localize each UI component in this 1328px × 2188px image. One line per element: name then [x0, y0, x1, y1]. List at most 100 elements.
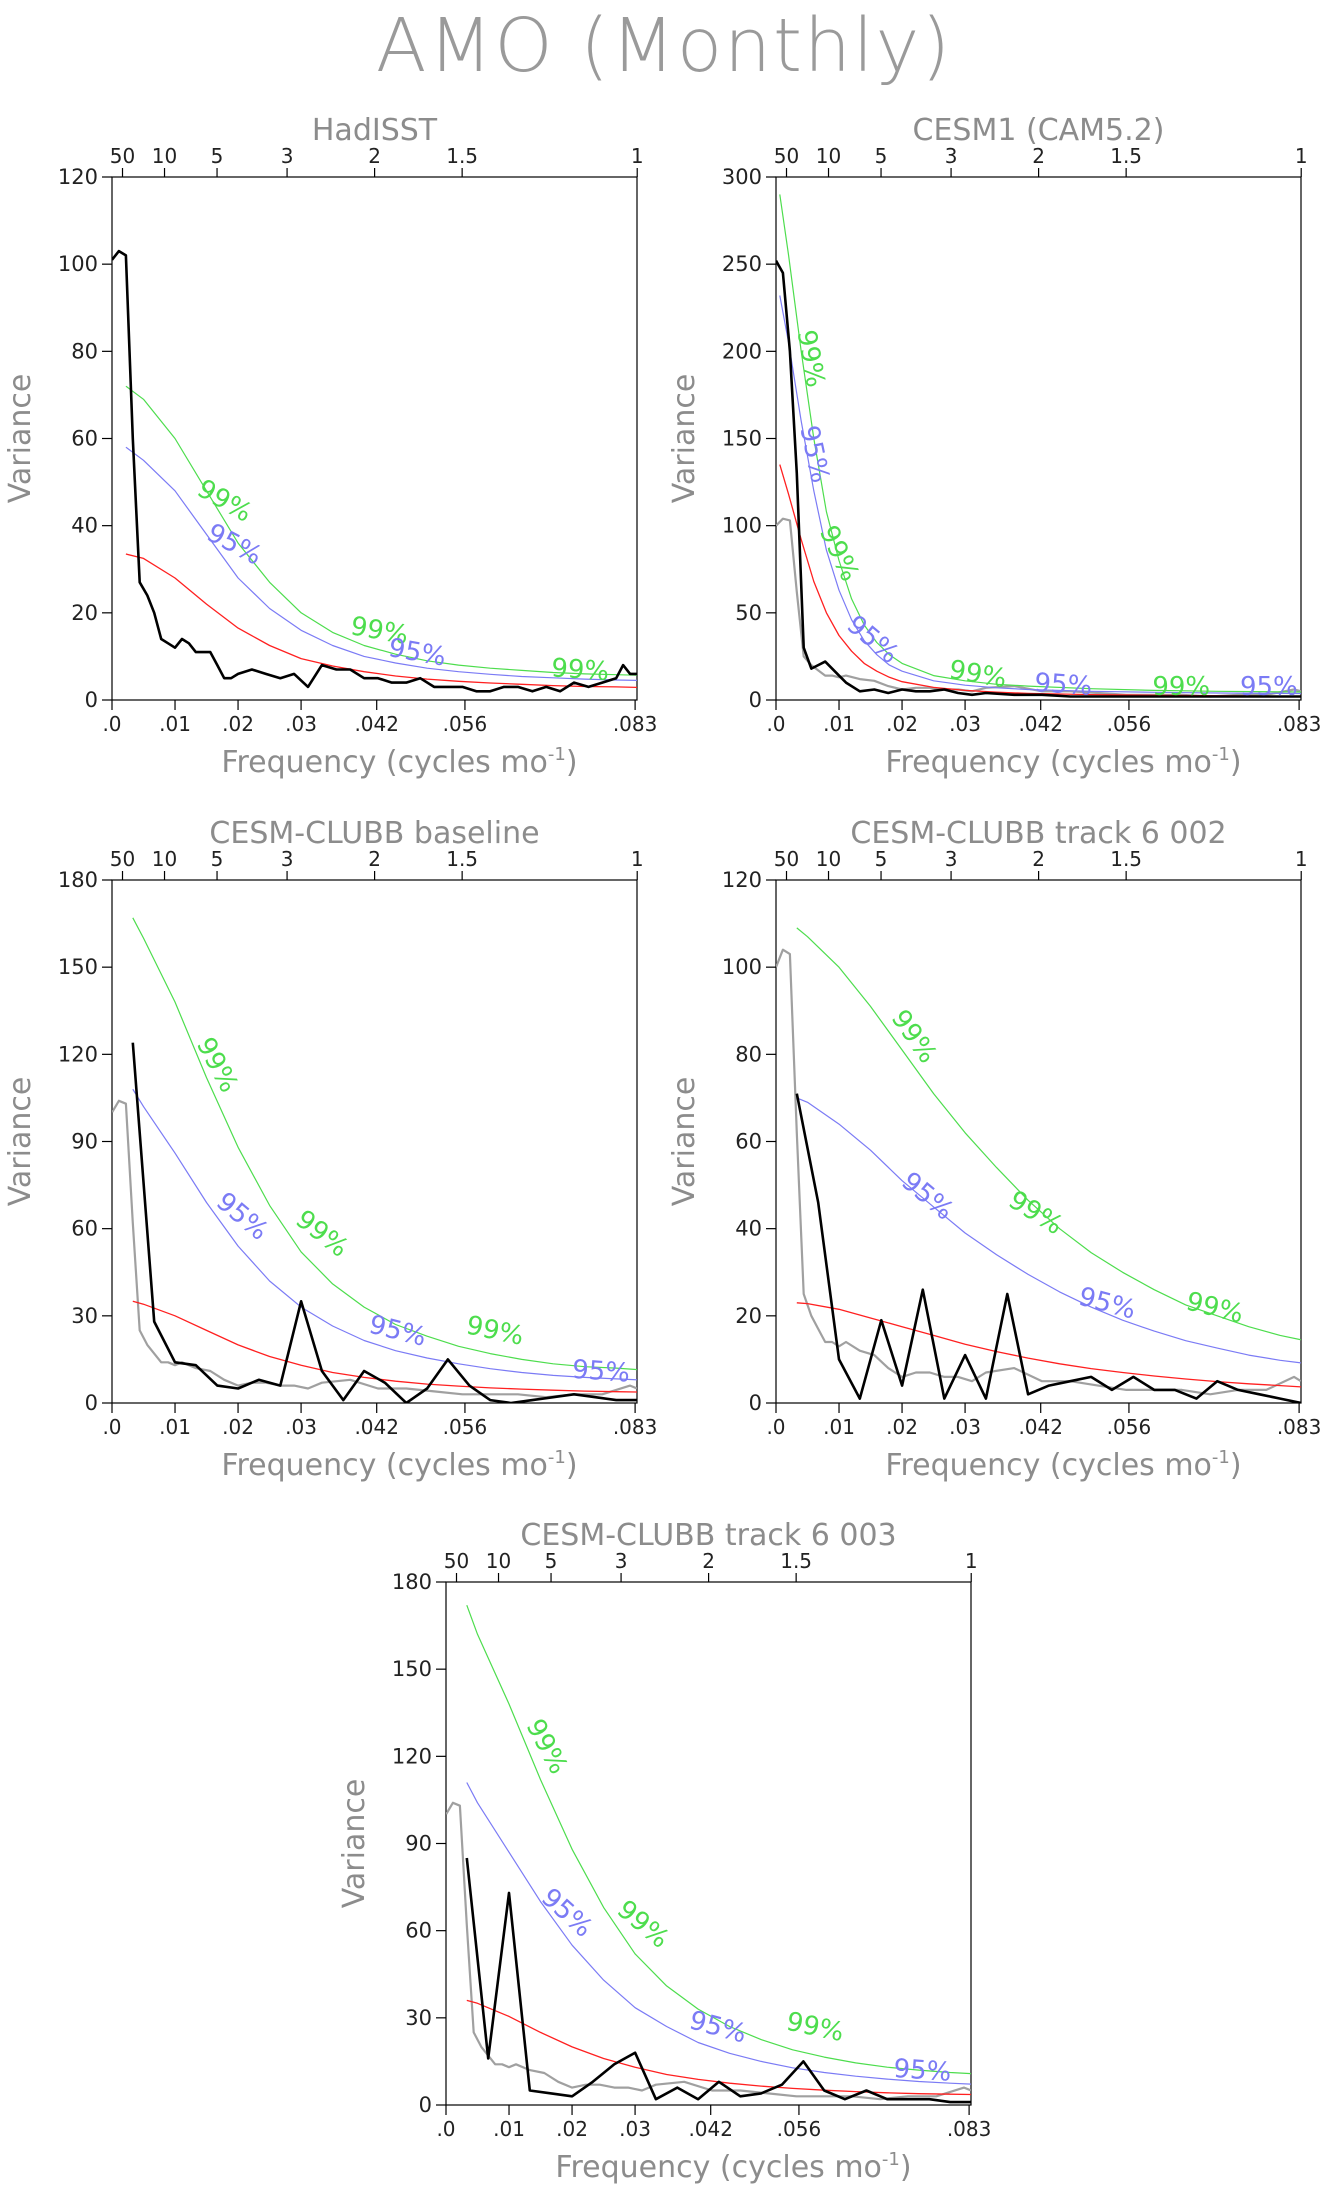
panel-title: CESM-CLUBB track 6 002	[850, 816, 1226, 851]
series-line-ci95	[779, 295, 1301, 695]
x-tick-label: .03	[619, 2117, 651, 2141]
x-tick-label: .02	[556, 2117, 588, 2141]
confidence-label-ci95: 95%	[793, 423, 834, 486]
x-tick-label: .03	[285, 712, 317, 736]
confidence-label-ci99: 99%	[1152, 672, 1210, 702]
confidence-label-ci95: 95%	[896, 1166, 960, 1226]
period-tick-label: 10	[152, 847, 177, 871]
period-tick-label: 5	[211, 144, 224, 168]
x-axis-label-superscript: -1	[548, 744, 566, 765]
y-tick-label: 180	[392, 1570, 432, 1594]
panel-title: HadISST	[312, 113, 438, 148]
confidence-label-ci95: 95%	[202, 518, 267, 572]
period-tick-label: 3	[945, 144, 958, 168]
x-tick-label: .056	[777, 2117, 822, 2141]
y-tick-label: 60	[71, 1217, 98, 1241]
series-line-spectrum	[131, 1042, 637, 1403]
series-line-ci95	[796, 1097, 1301, 1364]
x-tick-label: .083	[1277, 1415, 1322, 1439]
y-tick-label: 180	[58, 868, 98, 892]
x-tick-label: .03	[949, 1415, 981, 1439]
x-tick-label: .083	[613, 1415, 658, 1439]
period-tick-label: 5	[875, 144, 888, 168]
x-tick-label: .083	[947, 2117, 992, 2141]
period-tick-label: 1.5	[1110, 144, 1142, 168]
period-tick-label: 2	[368, 144, 381, 168]
y-axis-label: Variance	[3, 1077, 38, 1207]
period-tick-label: 1.5	[446, 847, 478, 871]
y-tick-label: 300	[722, 165, 762, 189]
x-tick-label: .01	[493, 2117, 525, 2141]
y-tick-label: 100	[722, 514, 762, 538]
x-axis-label: Frequency (cycles mo-1)	[221, 744, 577, 780]
series-line-red-noise	[466, 1999, 971, 2096]
x-tick-label: .02	[222, 1415, 254, 1439]
confidence-label-ci99: 99%	[464, 1311, 527, 1352]
y-axis-label: Variance	[3, 374, 38, 504]
series-line-spectrum	[776, 260, 1301, 698]
x-tick-label: .0	[766, 1415, 785, 1439]
chart-panel-clubb-baseline: CESM-CLUBB baseline0306090120150180.0.01…	[3, 816, 658, 1483]
y-tick-label: 60	[71, 427, 98, 451]
y-tick-label: 40	[735, 1217, 762, 1241]
x-tick-label: .042	[1018, 712, 1063, 736]
x-tick-label: .0	[102, 1415, 121, 1439]
y-tick-label: 150	[722, 427, 762, 451]
y-tick-label: 30	[405, 2006, 432, 2030]
panel-title: CESM-CLUBB baseline	[209, 816, 539, 851]
x-tick-label: .0	[436, 2117, 455, 2141]
y-tick-label: 120	[58, 1042, 98, 1066]
confidence-label-ci95: 95%	[841, 610, 905, 670]
x-axis-label-close: )	[566, 1448, 578, 1483]
confidence-label-ci95: 95%	[1075, 1282, 1139, 1326]
series-line-ci95	[466, 1782, 971, 2085]
x-tick-label: .056	[1107, 1415, 1152, 1439]
confidence-label-ci99: 99%	[190, 1033, 244, 1098]
y-tick-label: 0	[85, 1391, 98, 1415]
x-axis-label-text: Frequency (cycles mo	[555, 2150, 882, 2185]
confidence-label-ci95: 95%	[1240, 672, 1298, 702]
period-tick-label: 10	[816, 144, 841, 168]
x-tick-label: .01	[159, 712, 191, 736]
series-line-reference	[446, 1801, 971, 2101]
confidence-label-ci95: 95%	[893, 2054, 953, 2088]
y-tick-label: 30	[71, 1304, 98, 1328]
y-axis-label: Variance	[337, 1779, 372, 1909]
x-tick-label: .02	[886, 712, 918, 736]
period-tick-label: 1	[965, 1549, 978, 1573]
period-tick-label: 5	[211, 847, 224, 871]
period-tick-label: 2	[702, 1549, 715, 1573]
chart-panel-clubb-track6-003: CESM-CLUBB track 6 0030306090120150180.0…	[337, 1518, 992, 2185]
x-tick-label: .056	[1107, 712, 1152, 736]
x-axis-label-text: Frequency (cycles mo	[221, 1448, 548, 1483]
series-line-ci99	[796, 927, 1301, 1341]
y-tick-label: 120	[722, 868, 762, 892]
period-tick-label: 10	[816, 847, 841, 871]
series-line-ci99	[779, 194, 1301, 693]
series-line-ci99	[125, 385, 637, 676]
x-tick-label: .0	[102, 712, 121, 736]
series-line-spectrum	[465, 1857, 971, 2104]
x-tick-label: .01	[823, 712, 855, 736]
confidence-label-ci99: 99%	[611, 1894, 675, 1954]
period-tick-label: 1	[1295, 144, 1308, 168]
y-tick-label: 200	[722, 339, 762, 363]
period-tick-label: 50	[110, 144, 135, 168]
period-tick-label: 1	[1295, 847, 1308, 871]
x-tick-label: .042	[354, 1415, 399, 1439]
series-line-red-noise	[796, 1302, 1301, 1388]
y-tick-label: 150	[58, 955, 98, 979]
confidence-label-ci99: 99%	[784, 2007, 847, 2048]
confidence-label-ci99: 99%	[791, 328, 831, 390]
y-tick-label: 90	[405, 1832, 432, 1856]
confidence-label-ci99: 99%	[550, 653, 610, 687]
period-tick-label: 5	[545, 1549, 558, 1573]
confidence-label-ci95: 95%	[366, 1310, 429, 1353]
y-tick-label: 20	[735, 1304, 762, 1328]
y-tick-label: 0	[85, 688, 98, 712]
y-tick-label: 60	[405, 1919, 432, 1943]
y-tick-label: 0	[749, 688, 762, 712]
period-tick-label: 5	[875, 847, 888, 871]
series-line-ci95	[132, 1088, 637, 1381]
x-axis-label-superscript: -1	[1212, 1447, 1230, 1468]
